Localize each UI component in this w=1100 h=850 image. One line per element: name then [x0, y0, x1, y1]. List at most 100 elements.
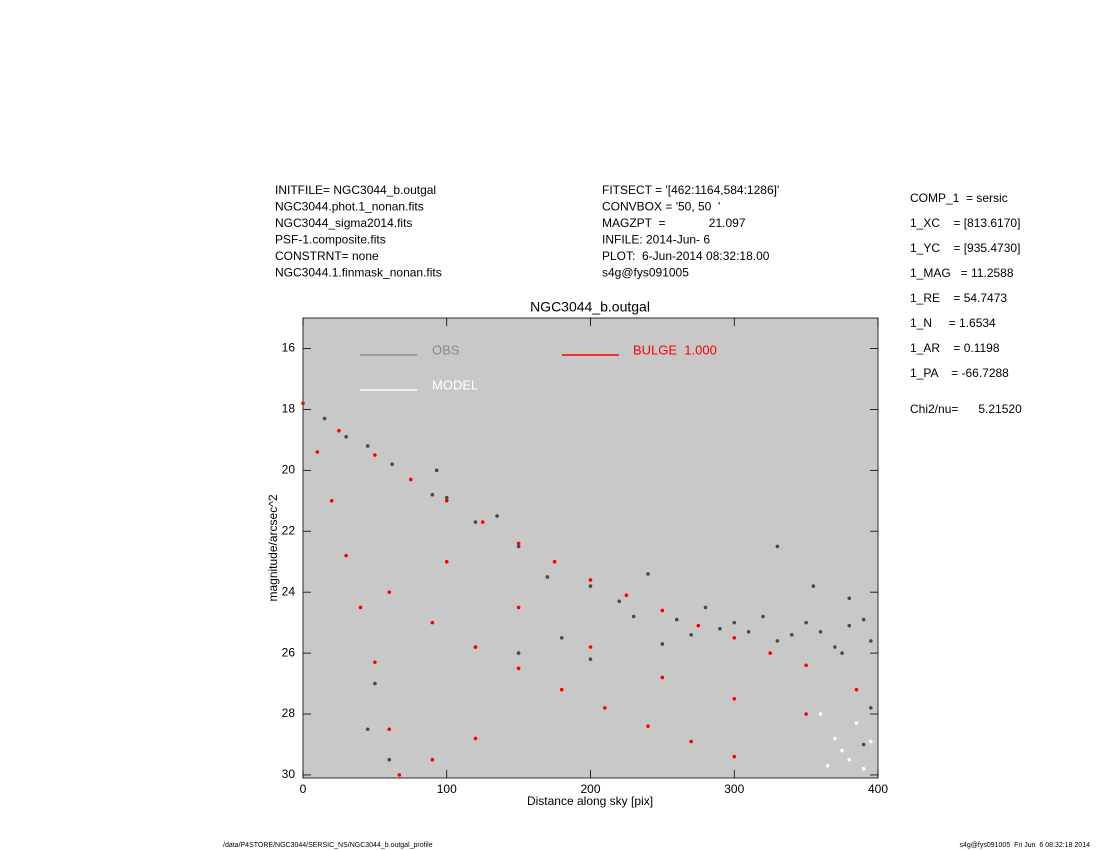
point — [617, 599, 622, 604]
point — [444, 495, 449, 500]
point — [746, 629, 751, 634]
point — [732, 620, 737, 625]
y-tick-label: 26 — [282, 645, 296, 659]
point — [869, 639, 873, 643]
point — [387, 757, 392, 762]
point — [804, 712, 808, 716]
chart-title: NGC3044_b.outgal — [530, 299, 650, 315]
point — [775, 639, 780, 643]
point — [545, 575, 550, 579]
point — [833, 645, 837, 649]
point — [495, 514, 499, 518]
point — [761, 614, 765, 619]
legend-label: MODEL — [432, 377, 478, 392]
point — [358, 605, 363, 610]
x-tick-label: 0 — [300, 782, 307, 796]
info-line: s4g@fys091005 — [602, 266, 689, 280]
point — [430, 492, 435, 497]
point — [847, 596, 852, 601]
point — [473, 520, 478, 524]
y-tick-label: 18 — [282, 402, 296, 416]
point — [689, 739, 693, 744]
point — [768, 651, 772, 655]
point — [365, 727, 370, 732]
point — [559, 636, 564, 640]
info-line: CONVBOX = '50, 50 ' — [602, 200, 720, 214]
info-line: INITFILE= NGC3044_b.outgal — [275, 183, 436, 197]
point — [861, 742, 866, 747]
point — [473, 645, 478, 649]
point — [588, 645, 593, 649]
info-line: NGC3044.1.finmask_nonan.fits — [275, 266, 442, 280]
point — [588, 578, 593, 582]
info-line: PSF-1.composite.fits — [275, 233, 386, 247]
point — [552, 559, 557, 564]
legend-label: BULGE 1.000 — [633, 342, 717, 357]
info-line: NGC3044_sigma2014.fits — [275, 216, 412, 230]
point — [703, 605, 708, 610]
footer-right: s4g@fys091005 Fri Jun 6 08:32:18 2014 — [960, 842, 1091, 849]
x-tick-label: 200 — [580, 782, 600, 796]
point — [559, 687, 564, 692]
point — [789, 633, 794, 637]
point — [444, 559, 449, 564]
point — [646, 572, 650, 576]
point — [775, 544, 780, 549]
point — [387, 590, 392, 594]
point — [387, 727, 392, 732]
point — [847, 757, 852, 762]
point — [660, 608, 665, 613]
point — [811, 584, 816, 588]
point — [322, 416, 327, 421]
point — [646, 724, 650, 729]
point — [732, 754, 737, 759]
legend-label: OBS — [432, 342, 460, 357]
point — [434, 468, 439, 473]
x-tick-label: 100 — [437, 782, 457, 796]
point — [516, 541, 521, 546]
point — [409, 477, 413, 482]
info-line: MAGZPT = 21.097 — [602, 216, 746, 230]
point — [804, 663, 808, 668]
point — [390, 462, 394, 467]
point — [696, 623, 701, 628]
point — [588, 584, 593, 588]
point — [588, 657, 593, 661]
point — [854, 721, 859, 725]
point — [833, 736, 837, 741]
point — [869, 706, 873, 710]
y-axis-label: magnitude/arcsec^2 — [266, 494, 280, 601]
point — [631, 614, 636, 619]
point — [473, 736, 478, 741]
point — [344, 553, 348, 558]
point — [430, 620, 435, 625]
param-line: 1_MAG = 11.2588 — [910, 266, 1014, 280]
y-tick-label: 30 — [282, 767, 296, 781]
info-line: INFILE: 2014-Jun- 6 — [602, 233, 710, 247]
info-line: PLOT: 6-Jun-2014 08:32:18.00 — [602, 249, 770, 263]
info-line: FITSECT = '[462:1164,584:1286]' — [602, 183, 779, 197]
param-line: 1_PA = -66.7288 — [910, 366, 1009, 380]
point — [660, 642, 665, 646]
point — [674, 617, 679, 622]
point — [847, 623, 852, 628]
x-tick-label: 300 — [724, 782, 744, 796]
x-tick-label: 400 — [868, 782, 888, 796]
y-tick-label: 24 — [282, 584, 296, 598]
info-line: NGC3044.phot.1_nonan.fits — [275, 200, 424, 214]
point — [397, 773, 402, 777]
point — [329, 498, 334, 503]
param-line: 1_RE = 54.7473 — [910, 291, 1007, 305]
point — [337, 428, 341, 433]
footer-left: /data/P4STORE/NGC3044/SERSIC_NS/NGC3044_… — [223, 842, 433, 849]
param-line: 1_YC = [935.4730] — [910, 241, 1020, 255]
point — [854, 687, 859, 692]
y-tick-label: 22 — [282, 523, 296, 537]
chi2: Chi2/nu= 5.21520 — [910, 402, 1022, 416]
point — [430, 757, 435, 762]
point — [825, 764, 830, 768]
param-line: 1_XC = [813.6170] — [910, 216, 1020, 230]
point — [689, 633, 693, 637]
param-line: COMP_1 = sersic — [910, 191, 1008, 205]
